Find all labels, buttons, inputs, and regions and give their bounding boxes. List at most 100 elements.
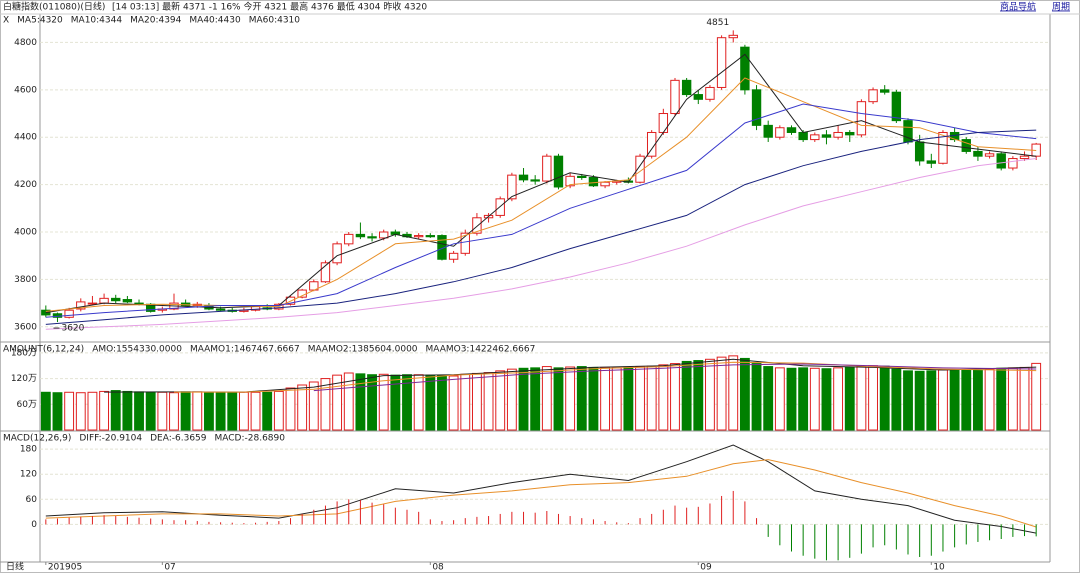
volume-bar bbox=[75, 392, 86, 431]
line bbox=[45, 129, 1037, 325]
candle-body bbox=[705, 86, 715, 100]
candle-body bbox=[693, 94, 703, 100]
line bbox=[174, 361, 1037, 393]
volume-bar bbox=[833, 367, 844, 431]
volume-bar bbox=[506, 368, 517, 431]
line bbox=[45, 444, 1037, 534]
volume-bar bbox=[460, 373, 471, 431]
legend-entry: MACD:-28.6890 bbox=[215, 434, 286, 444]
candle-body bbox=[600, 181, 610, 187]
volume-bar bbox=[297, 384, 308, 431]
legend-title: X bbox=[3, 16, 9, 26]
candle-body bbox=[448, 252, 459, 260]
candle-body bbox=[215, 308, 226, 311]
candle-body bbox=[577, 175, 587, 178]
candle-body bbox=[716, 37, 727, 88]
volume-bar bbox=[926, 370, 937, 431]
volume-bar bbox=[1007, 367, 1018, 431]
candle-body bbox=[868, 89, 878, 103]
volume-bar bbox=[623, 366, 634, 431]
legend-entry: MA5:4320 bbox=[17, 16, 63, 26]
volume-bar bbox=[751, 363, 762, 431]
legend-entry: AMO:1554330.0000 bbox=[92, 345, 182, 355]
legend-entry: DEA:-6.3659 bbox=[150, 434, 207, 444]
candle-body bbox=[437, 235, 447, 260]
candle-body bbox=[355, 233, 366, 238]
x-tick-label: 201905 bbox=[48, 563, 82, 573]
line bbox=[45, 77, 1037, 312]
volume-bar bbox=[250, 391, 261, 431]
volume-bar bbox=[635, 366, 645, 431]
candle-body bbox=[76, 301, 86, 310]
y-tick-label: 120万 bbox=[11, 374, 37, 384]
candle-body bbox=[973, 150, 983, 157]
volume-bar bbox=[938, 369, 948, 431]
candle-body bbox=[413, 235, 424, 238]
candle-body bbox=[833, 131, 843, 138]
volume-bar bbox=[996, 367, 1007, 431]
candle-body bbox=[845, 131, 855, 136]
candle-body bbox=[926, 160, 937, 164]
legend-entry: MAAMO2:1385604.0000 bbox=[308, 345, 418, 355]
candle-body bbox=[880, 89, 890, 93]
period-link[interactable]: 周期 bbox=[1052, 2, 1070, 13]
volume-bar bbox=[122, 390, 133, 431]
volume-bar bbox=[565, 366, 576, 431]
volume-bar bbox=[192, 391, 203, 431]
annotation: 3620 bbox=[61, 324, 84, 334]
volume-bar bbox=[180, 391, 191, 431]
candle-body bbox=[553, 155, 564, 188]
y-tick-label: 180万 bbox=[11, 348, 37, 358]
y-tick-label: 4400 bbox=[14, 133, 37, 143]
candle-body bbox=[740, 46, 750, 91]
candle-body bbox=[984, 153, 995, 157]
x-tick-label: 09 bbox=[700, 563, 712, 573]
volume-bar bbox=[215, 391, 226, 431]
volume-bar bbox=[320, 378, 331, 431]
volume-bar bbox=[40, 391, 51, 431]
annotation: 4851 bbox=[706, 18, 729, 28]
candle-body bbox=[495, 198, 505, 216]
candle-body bbox=[810, 134, 820, 141]
candle-body bbox=[367, 236, 377, 239]
candle-body bbox=[763, 124, 773, 138]
volume-bar bbox=[145, 391, 156, 431]
volume-bar bbox=[437, 375, 447, 431]
volume-bar bbox=[495, 370, 506, 431]
volume-bar bbox=[693, 360, 704, 431]
legend-entry: MA40:4430 bbox=[189, 16, 241, 26]
volume-bar bbox=[425, 374, 436, 431]
volume-bar bbox=[1019, 366, 1030, 431]
legend-entry: MA60:4310 bbox=[249, 16, 301, 26]
y-tick-label: 3800 bbox=[14, 275, 37, 285]
candle-body bbox=[518, 174, 529, 181]
y-tick-label: 4200 bbox=[14, 180, 37, 190]
volume-bar bbox=[413, 374, 424, 431]
candle-body bbox=[681, 79, 692, 96]
y-tick-label: 60万 bbox=[17, 400, 37, 410]
legend-title: AMOUNT(6,12,24) bbox=[3, 345, 84, 355]
candle-body bbox=[565, 175, 575, 187]
volume-bar bbox=[798, 367, 809, 431]
volume-bar bbox=[891, 368, 902, 431]
nav-link[interactable]: 商品导航 bbox=[1000, 1, 1036, 13]
candle-body bbox=[996, 153, 1006, 169]
volume-bar bbox=[856, 366, 867, 431]
volume-bar bbox=[530, 367, 541, 431]
candle-body bbox=[1008, 158, 1018, 169]
y-tick-label: 180 bbox=[20, 445, 37, 455]
volume-bar bbox=[204, 391, 214, 431]
volume-bar bbox=[728, 355, 739, 431]
legend-entry: DIFF:-20.9104 bbox=[79, 434, 142, 444]
legend-entry: MAAMO1:1467467.6667 bbox=[190, 345, 300, 355]
candle-body bbox=[1019, 155, 1030, 160]
y-tick-label: 4600 bbox=[14, 85, 37, 95]
candle-body bbox=[938, 131, 948, 164]
candle-body bbox=[87, 302, 98, 305]
volume-bar bbox=[343, 372, 354, 431]
candle-body bbox=[530, 179, 540, 182]
line bbox=[45, 459, 1037, 528]
instrument-title: 白糖指数(011080)(日线) bbox=[3, 1, 105, 13]
volume-bar bbox=[763, 366, 774, 431]
candle-body bbox=[635, 155, 645, 183]
